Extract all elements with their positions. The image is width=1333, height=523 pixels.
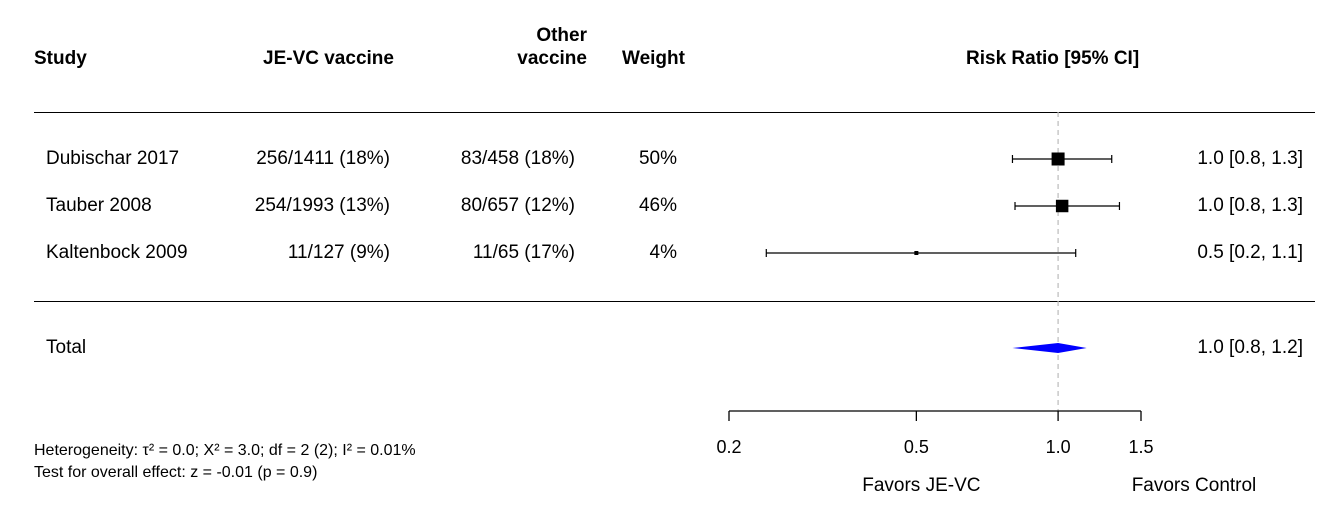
study-name: Tauber 2008 bbox=[46, 195, 152, 216]
heterogeneity-text: Heterogeneity: τ² = 0.0; Χ² = 3.0; df = … bbox=[34, 442, 416, 459]
header-divider bbox=[34, 112, 1315, 113]
summary-diamond bbox=[1012, 343, 1087, 353]
ci-text: 0.5 [0.2, 1.1] bbox=[1197, 242, 1303, 263]
header-other-line2: vaccine bbox=[517, 48, 587, 69]
weight-value: 50% bbox=[638, 148, 677, 169]
favors-je-vc-label: Favors JE-VC bbox=[862, 475, 980, 496]
x-tick-label: 1.0 bbox=[1046, 437, 1071, 457]
overall-effect-text: Test for overall effect: z = -0.01 (p = … bbox=[34, 464, 318, 481]
study-name: Dubischar 2017 bbox=[46, 148, 180, 169]
header-other-line1: Other bbox=[536, 25, 587, 46]
total-ci-text: 1.0 [0.8, 1.2] bbox=[1197, 337, 1303, 358]
je-vc-count: 254/1993 (13%) bbox=[254, 195, 390, 216]
weight-value: 46% bbox=[638, 195, 677, 216]
other-count: 83/458 (18%) bbox=[460, 148, 575, 169]
study-square bbox=[1051, 152, 1065, 166]
weight-value: 4% bbox=[649, 242, 677, 263]
ci-text: 1.0 [0.8, 1.3] bbox=[1197, 148, 1303, 169]
other-count: 11/65 (17%) bbox=[472, 242, 575, 263]
study-square bbox=[914, 251, 919, 255]
header-je-vc-vaccine: JE-VC vaccine bbox=[263, 48, 394, 69]
je-vc-count: 256/1411 (18%) bbox=[256, 148, 390, 169]
other-count: 80/657 (12%) bbox=[460, 195, 575, 216]
ci-text: 1.0 [0.8, 1.3] bbox=[1197, 195, 1303, 216]
total-label: Total bbox=[46, 337, 87, 358]
x-tick-label: 1.5 bbox=[1128, 437, 1153, 457]
study-name: Kaltenbock 2009 bbox=[46, 242, 188, 263]
x-tick-label: 0.5 bbox=[904, 437, 929, 457]
je-vc-count: 11/127 (9%) bbox=[287, 242, 390, 263]
header-risk-ratio: Risk Ratio [95% CI] bbox=[966, 48, 1140, 69]
x-tick-label: 0.2 bbox=[716, 437, 741, 457]
total-divider bbox=[34, 301, 1315, 302]
study-square bbox=[1055, 199, 1069, 213]
header-weight: Weight bbox=[622, 48, 685, 69]
header-study: Study bbox=[34, 48, 87, 69]
favors-control-label: Favors Control bbox=[1132, 475, 1257, 496]
